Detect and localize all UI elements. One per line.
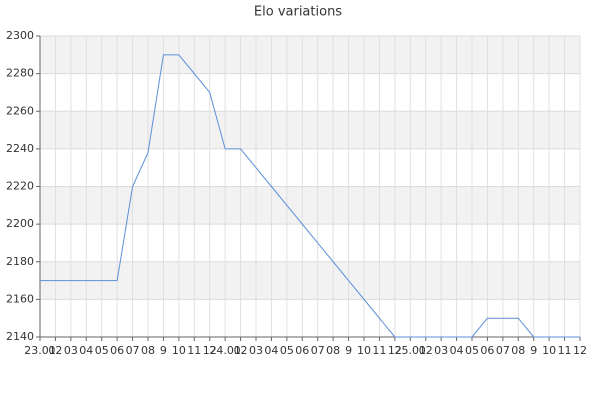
x-tick-label: 25.01 <box>395 344 427 357</box>
x-tick-label: 02 <box>48 344 62 357</box>
x-tick-label: 24.01 <box>209 344 241 357</box>
x-tick-label: 03 <box>434 344 448 357</box>
x-tick-label: 23.01 <box>24 344 56 357</box>
line <box>40 54 580 338</box>
x-tick-label: 9 <box>160 344 167 357</box>
grid-band <box>40 186 580 225</box>
chart-title: Elo variations <box>254 5 342 20</box>
x-tick-label: 05 <box>280 344 294 357</box>
x-tick-label: 08 <box>326 344 340 357</box>
x-tick-label: 05 <box>95 344 109 357</box>
x-tick-label: 04 <box>450 344 464 357</box>
grid-band <box>40 261 580 300</box>
x-tick-label: 07 <box>311 344 325 357</box>
y-tick-label: 2160 <box>6 292 34 305</box>
y-tick-label: 2280 <box>6 67 34 80</box>
y-tick-label: 2220 <box>6 180 34 193</box>
x-tick-label: 11 <box>372 344 386 357</box>
x-tick-label: 04 <box>79 344 93 357</box>
x-tick-label: 9 <box>530 344 537 357</box>
x-tick-label: 10 <box>542 344 556 357</box>
x-tick-label: 07 <box>496 344 510 357</box>
x-tick-label: 07 <box>126 344 140 357</box>
y-tick-label: 2260 <box>6 104 34 117</box>
x-tick-label: 11 <box>187 344 201 357</box>
x-tick-label: 12 <box>388 344 402 357</box>
x-tick-label: 03 <box>64 344 78 357</box>
x-tick-label: 05 <box>465 344 479 357</box>
x-tick-label: 08 <box>141 344 155 357</box>
x-tick-label: 06 <box>295 344 309 357</box>
x-tick-label: 08 <box>511 344 525 357</box>
x-tick-label: 10 <box>172 344 186 357</box>
x-tick-label: 06 <box>480 344 494 357</box>
y-tick-label: 2140 <box>6 330 34 343</box>
x-tick-label: 02 <box>234 344 248 357</box>
x-tick-label: 11 <box>558 344 572 357</box>
x-tick-label: 10 <box>357 344 371 357</box>
x-tick-label: 03 <box>249 344 263 357</box>
x-tick-label: 12 <box>573 344 587 357</box>
grid-band <box>40 36 580 74</box>
y-tick-label: 2300 <box>6 29 34 42</box>
x-tick-label: 9 <box>345 344 352 357</box>
y-tick-label: 2240 <box>6 142 34 155</box>
x-tick-label: 04 <box>264 344 278 357</box>
y-tick-label: 2200 <box>6 217 34 230</box>
x-tick-label: 06 <box>110 344 124 357</box>
x-tick-label: 12 <box>203 344 217 357</box>
grid-band <box>40 111 580 149</box>
x-tick-label: 02 <box>419 344 433 357</box>
y-tick-label: 2180 <box>6 255 34 268</box>
